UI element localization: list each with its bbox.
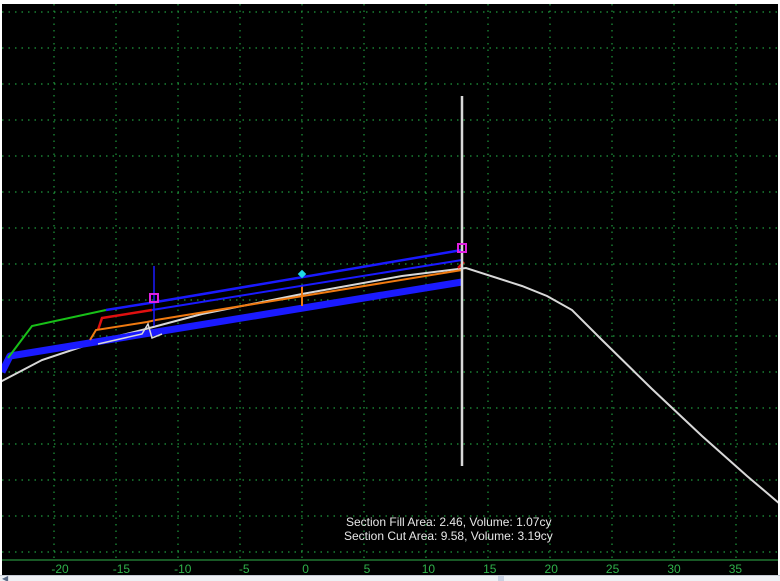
x-tick-label: 35 (729, 562, 743, 575)
section-fill-text: Section Fill Area: 2.46, Volume: 1.07cy (346, 515, 551, 529)
horizontal-scrollbar[interactable]: ◀ (0, 575, 780, 581)
curb-shape-line (97, 322, 163, 345)
x-axis-tick-labels: -20 -15 -10 -5 0 5 10 15 20 25 30 35 (51, 562, 742, 575)
side-slope-line (7, 309, 107, 359)
x-tick-label: 20 (545, 562, 559, 575)
subgrade-line (151, 259, 463, 311)
x-tick-label: 15 (483, 562, 497, 575)
scrollbar-thumb[interactable] (498, 576, 504, 581)
x-tick-label: -5 (239, 562, 250, 575)
x-tick-label: -15 (113, 562, 131, 575)
section-cut-text: Section Cut Area: 9.58, Volume: 3.19cy (344, 529, 553, 543)
cross-section-canvas[interactable]: Section Fill Area: 2.46, Volume: 1.07cy … (2, 4, 778, 575)
subbase-layer-line (89, 269, 463, 341)
x-tick-label: 5 (364, 562, 371, 575)
design-base-line (2, 278, 463, 374)
center-control-point[interactable] (297, 269, 307, 279)
cross-section-drawing[interactable]: Section Fill Area: 2.46, Volume: 1.07cy … (2, 4, 778, 575)
finished-grade-line (105, 248, 463, 312)
scroll-left-arrow-icon[interactable]: ◀ (2, 574, 9, 581)
existing-ground-line (2, 266, 778, 504)
x-tick-label: 10 (422, 562, 436, 575)
left-grip-handle[interactable] (149, 293, 159, 303)
x-tick-label: 30 (667, 562, 681, 575)
x-tick-label: -10 (174, 562, 192, 575)
x-tick-label: 25 (606, 562, 620, 575)
right-grip-handle[interactable] (457, 243, 467, 253)
x-tick-label: 0 (302, 562, 309, 575)
x-tick-label: -20 (51, 562, 69, 575)
pavement-layer-left (96, 308, 153, 331)
